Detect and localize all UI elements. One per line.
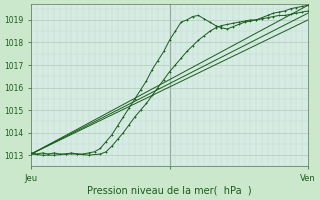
X-axis label: Pression niveau de la mer(  hPa  ): Pression niveau de la mer( hPa ): [87, 186, 252, 196]
